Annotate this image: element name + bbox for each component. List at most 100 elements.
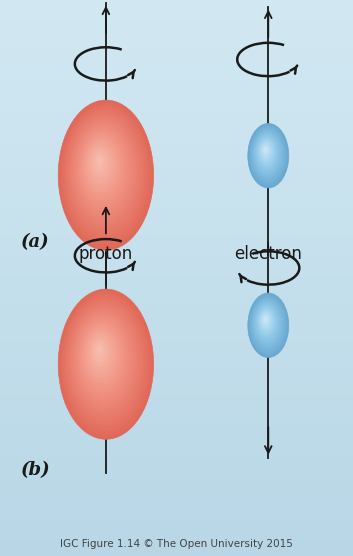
Ellipse shape — [261, 312, 272, 330]
Bar — [0, 125, 353, 132]
Ellipse shape — [78, 130, 126, 205]
Ellipse shape — [261, 312, 271, 329]
Ellipse shape — [80, 133, 124, 201]
Ellipse shape — [90, 336, 111, 369]
Bar — [0, 34, 353, 42]
Ellipse shape — [255, 135, 279, 171]
Text: IGC Figure 1.14 © The Open University 2015: IGC Figure 1.14 © The Open University 20… — [60, 539, 293, 549]
Ellipse shape — [89, 145, 113, 182]
Text: proton: proton — [79, 245, 133, 262]
Ellipse shape — [84, 327, 119, 383]
Ellipse shape — [265, 148, 266, 150]
Bar — [0, 28, 353, 34]
Bar — [0, 146, 353, 153]
Ellipse shape — [76, 315, 130, 401]
Bar — [0, 340, 353, 348]
Ellipse shape — [97, 157, 102, 165]
Ellipse shape — [263, 316, 268, 324]
Bar — [0, 21, 353, 28]
Ellipse shape — [249, 295, 287, 355]
Text: (a): (a) — [21, 234, 50, 251]
Bar — [0, 0, 353, 7]
Ellipse shape — [89, 334, 113, 372]
Ellipse shape — [97, 346, 102, 354]
Ellipse shape — [78, 319, 126, 394]
Ellipse shape — [263, 315, 269, 325]
Ellipse shape — [98, 349, 99, 350]
Bar — [0, 383, 353, 389]
Ellipse shape — [77, 127, 129, 210]
Ellipse shape — [85, 139, 118, 192]
Ellipse shape — [60, 103, 151, 246]
Ellipse shape — [86, 331, 115, 376]
Ellipse shape — [256, 305, 278, 340]
Ellipse shape — [253, 131, 282, 176]
Ellipse shape — [263, 145, 269, 155]
Bar — [0, 90, 353, 97]
Ellipse shape — [74, 124, 132, 214]
Bar — [0, 368, 353, 375]
Ellipse shape — [264, 317, 267, 322]
Bar — [0, 201, 353, 208]
Ellipse shape — [68, 304, 140, 417]
Ellipse shape — [257, 306, 277, 338]
Bar — [0, 62, 353, 70]
Ellipse shape — [72, 121, 134, 219]
Ellipse shape — [73, 311, 133, 405]
Ellipse shape — [264, 147, 267, 152]
Bar — [0, 77, 353, 83]
Ellipse shape — [77, 316, 129, 399]
Ellipse shape — [255, 304, 279, 342]
Ellipse shape — [264, 317, 267, 321]
Bar — [0, 312, 353, 320]
Bar — [0, 153, 353, 160]
Bar — [0, 535, 353, 542]
Ellipse shape — [251, 298, 284, 350]
Ellipse shape — [253, 131, 282, 177]
Ellipse shape — [263, 147, 268, 153]
Ellipse shape — [67, 113, 141, 230]
Ellipse shape — [261, 142, 272, 160]
Bar — [0, 111, 353, 118]
Bar — [0, 264, 353, 271]
Ellipse shape — [95, 343, 104, 358]
Ellipse shape — [82, 324, 122, 388]
Ellipse shape — [73, 122, 133, 216]
Bar — [0, 105, 353, 111]
Bar — [0, 334, 353, 340]
Ellipse shape — [250, 296, 286, 353]
Ellipse shape — [248, 123, 289, 188]
Ellipse shape — [85, 141, 116, 190]
Ellipse shape — [261, 143, 271, 159]
Ellipse shape — [85, 330, 116, 379]
Ellipse shape — [98, 158, 100, 162]
Ellipse shape — [257, 307, 276, 336]
Ellipse shape — [248, 294, 288, 356]
Ellipse shape — [248, 293, 289, 358]
Bar — [0, 528, 353, 535]
Ellipse shape — [93, 340, 107, 363]
Bar — [0, 549, 353, 556]
Bar — [0, 244, 353, 250]
Bar — [0, 48, 353, 56]
Bar — [0, 410, 353, 417]
Ellipse shape — [74, 313, 132, 403]
Bar — [0, 389, 353, 396]
Ellipse shape — [257, 306, 276, 337]
Ellipse shape — [98, 160, 99, 161]
Ellipse shape — [261, 313, 270, 327]
Bar — [0, 508, 353, 514]
Bar — [0, 56, 353, 62]
Ellipse shape — [83, 136, 121, 196]
Ellipse shape — [66, 301, 143, 421]
Ellipse shape — [62, 106, 148, 241]
Ellipse shape — [61, 105, 149, 244]
Bar — [0, 229, 353, 236]
Ellipse shape — [70, 306, 138, 414]
Bar — [0, 292, 353, 299]
Bar — [0, 375, 353, 383]
Ellipse shape — [66, 112, 143, 232]
Bar — [0, 187, 353, 195]
Ellipse shape — [96, 156, 103, 167]
Bar — [0, 139, 353, 146]
